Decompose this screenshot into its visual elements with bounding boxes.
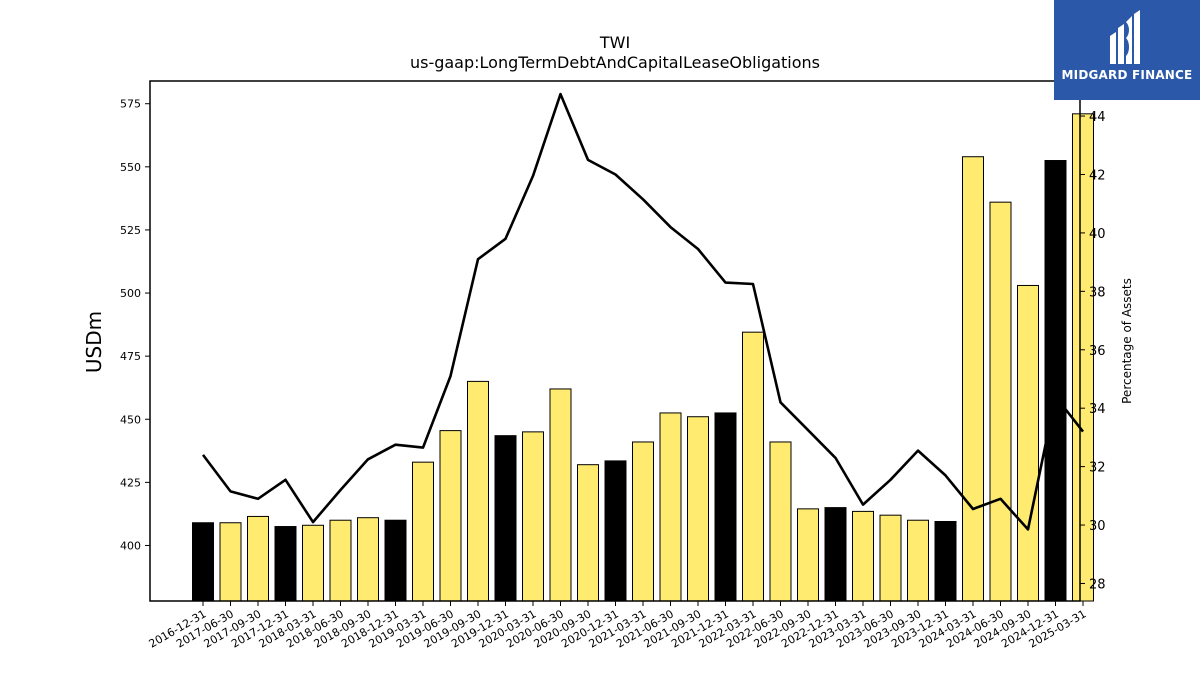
bar-2023-06-30 [879, 514, 902, 602]
logo-mark-icon [1110, 10, 1140, 64]
line-layer [201, 92, 1085, 531]
bar-2019-06-30 [439, 430, 462, 602]
bar-2017-09-30 [247, 515, 269, 602]
bar-2018-06-30 [329, 519, 352, 602]
y-tick-label: 550 [120, 161, 141, 174]
bars-layer [192, 113, 1094, 602]
y-right-tick-label: 32 [1089, 461, 1106, 476]
bar-2019-12-31 [494, 435, 517, 602]
logo-text: MIDGARD FINANCE [1061, 68, 1193, 82]
y-tick-label: 500 [120, 287, 141, 300]
bar-2020-09-30 [577, 464, 599, 602]
bar-2023-03-31 [852, 510, 874, 602]
bar-2018-09-30 [357, 517, 379, 602]
logo: MIDGARD FINANCE [1054, 0, 1200, 100]
y-right-tick-label: 30 [1089, 519, 1106, 534]
bar-2022-03-31 [742, 331, 764, 602]
y-tick-label: 525 [120, 224, 141, 237]
percentage-line [201, 92, 1085, 531]
bar-2024-12-31 [1044, 160, 1067, 602]
bar-2023-09-30 [907, 519, 929, 602]
bar-2021-09-30 [687, 416, 709, 602]
bar-2018-03-31 [302, 524, 324, 602]
bar-2024-03-31 [962, 156, 984, 602]
y-tick-label: 450 [120, 413, 141, 426]
y-right-tick-label: 42 [1089, 168, 1106, 183]
bar-2020-03-31 [522, 431, 544, 602]
y-right-tick-label: 34 [1089, 402, 1106, 417]
bar-2021-03-31 [632, 441, 654, 602]
bar-2022-06-30 [769, 441, 792, 602]
bar-2021-12-31 [714, 412, 737, 602]
y-tick-label: 400 [120, 539, 141, 552]
bar-2023-12-31 [934, 520, 957, 602]
bar-2016-12-31 [192, 522, 214, 602]
bar-2018-12-31 [384, 519, 407, 602]
chart-title: TWI [599, 33, 630, 52]
bar-2021-06-30 [659, 412, 682, 602]
y-tick-label: 575 [120, 98, 141, 111]
y-right-tick-label: 28 [1089, 577, 1106, 592]
y-right-tick-label: 36 [1089, 344, 1106, 359]
bar-2017-06-30 [219, 522, 242, 602]
y-right-tick-label: 44 [1089, 110, 1106, 125]
bar-2022-09-30 [797, 508, 819, 602]
bar-2022-12-31 [824, 507, 847, 602]
y-tick-label: 475 [120, 350, 141, 363]
chart-subtitle: us-gaap:LongTermDebtAndCapitalLeaseOblig… [410, 53, 820, 72]
y-axis-right-label: Percentage of Assets [1120, 278, 1134, 404]
y-right-tick-label: 40 [1089, 227, 1106, 242]
bar-2024-06-30 [989, 201, 1012, 602]
y-axis-label: USDm [82, 311, 106, 373]
y-right-tick-label: 38 [1089, 285, 1106, 300]
bar-2017-12-31 [274, 526, 297, 602]
bar-2019-03-31 [412, 461, 434, 602]
bar-2020-12-31 [604, 460, 627, 602]
y-tick-label: 425 [120, 476, 141, 489]
bar-2024-09-30 [1017, 284, 1039, 602]
bar-2020-06-30 [549, 388, 572, 602]
bar-2019-09-30 [467, 380, 489, 602]
